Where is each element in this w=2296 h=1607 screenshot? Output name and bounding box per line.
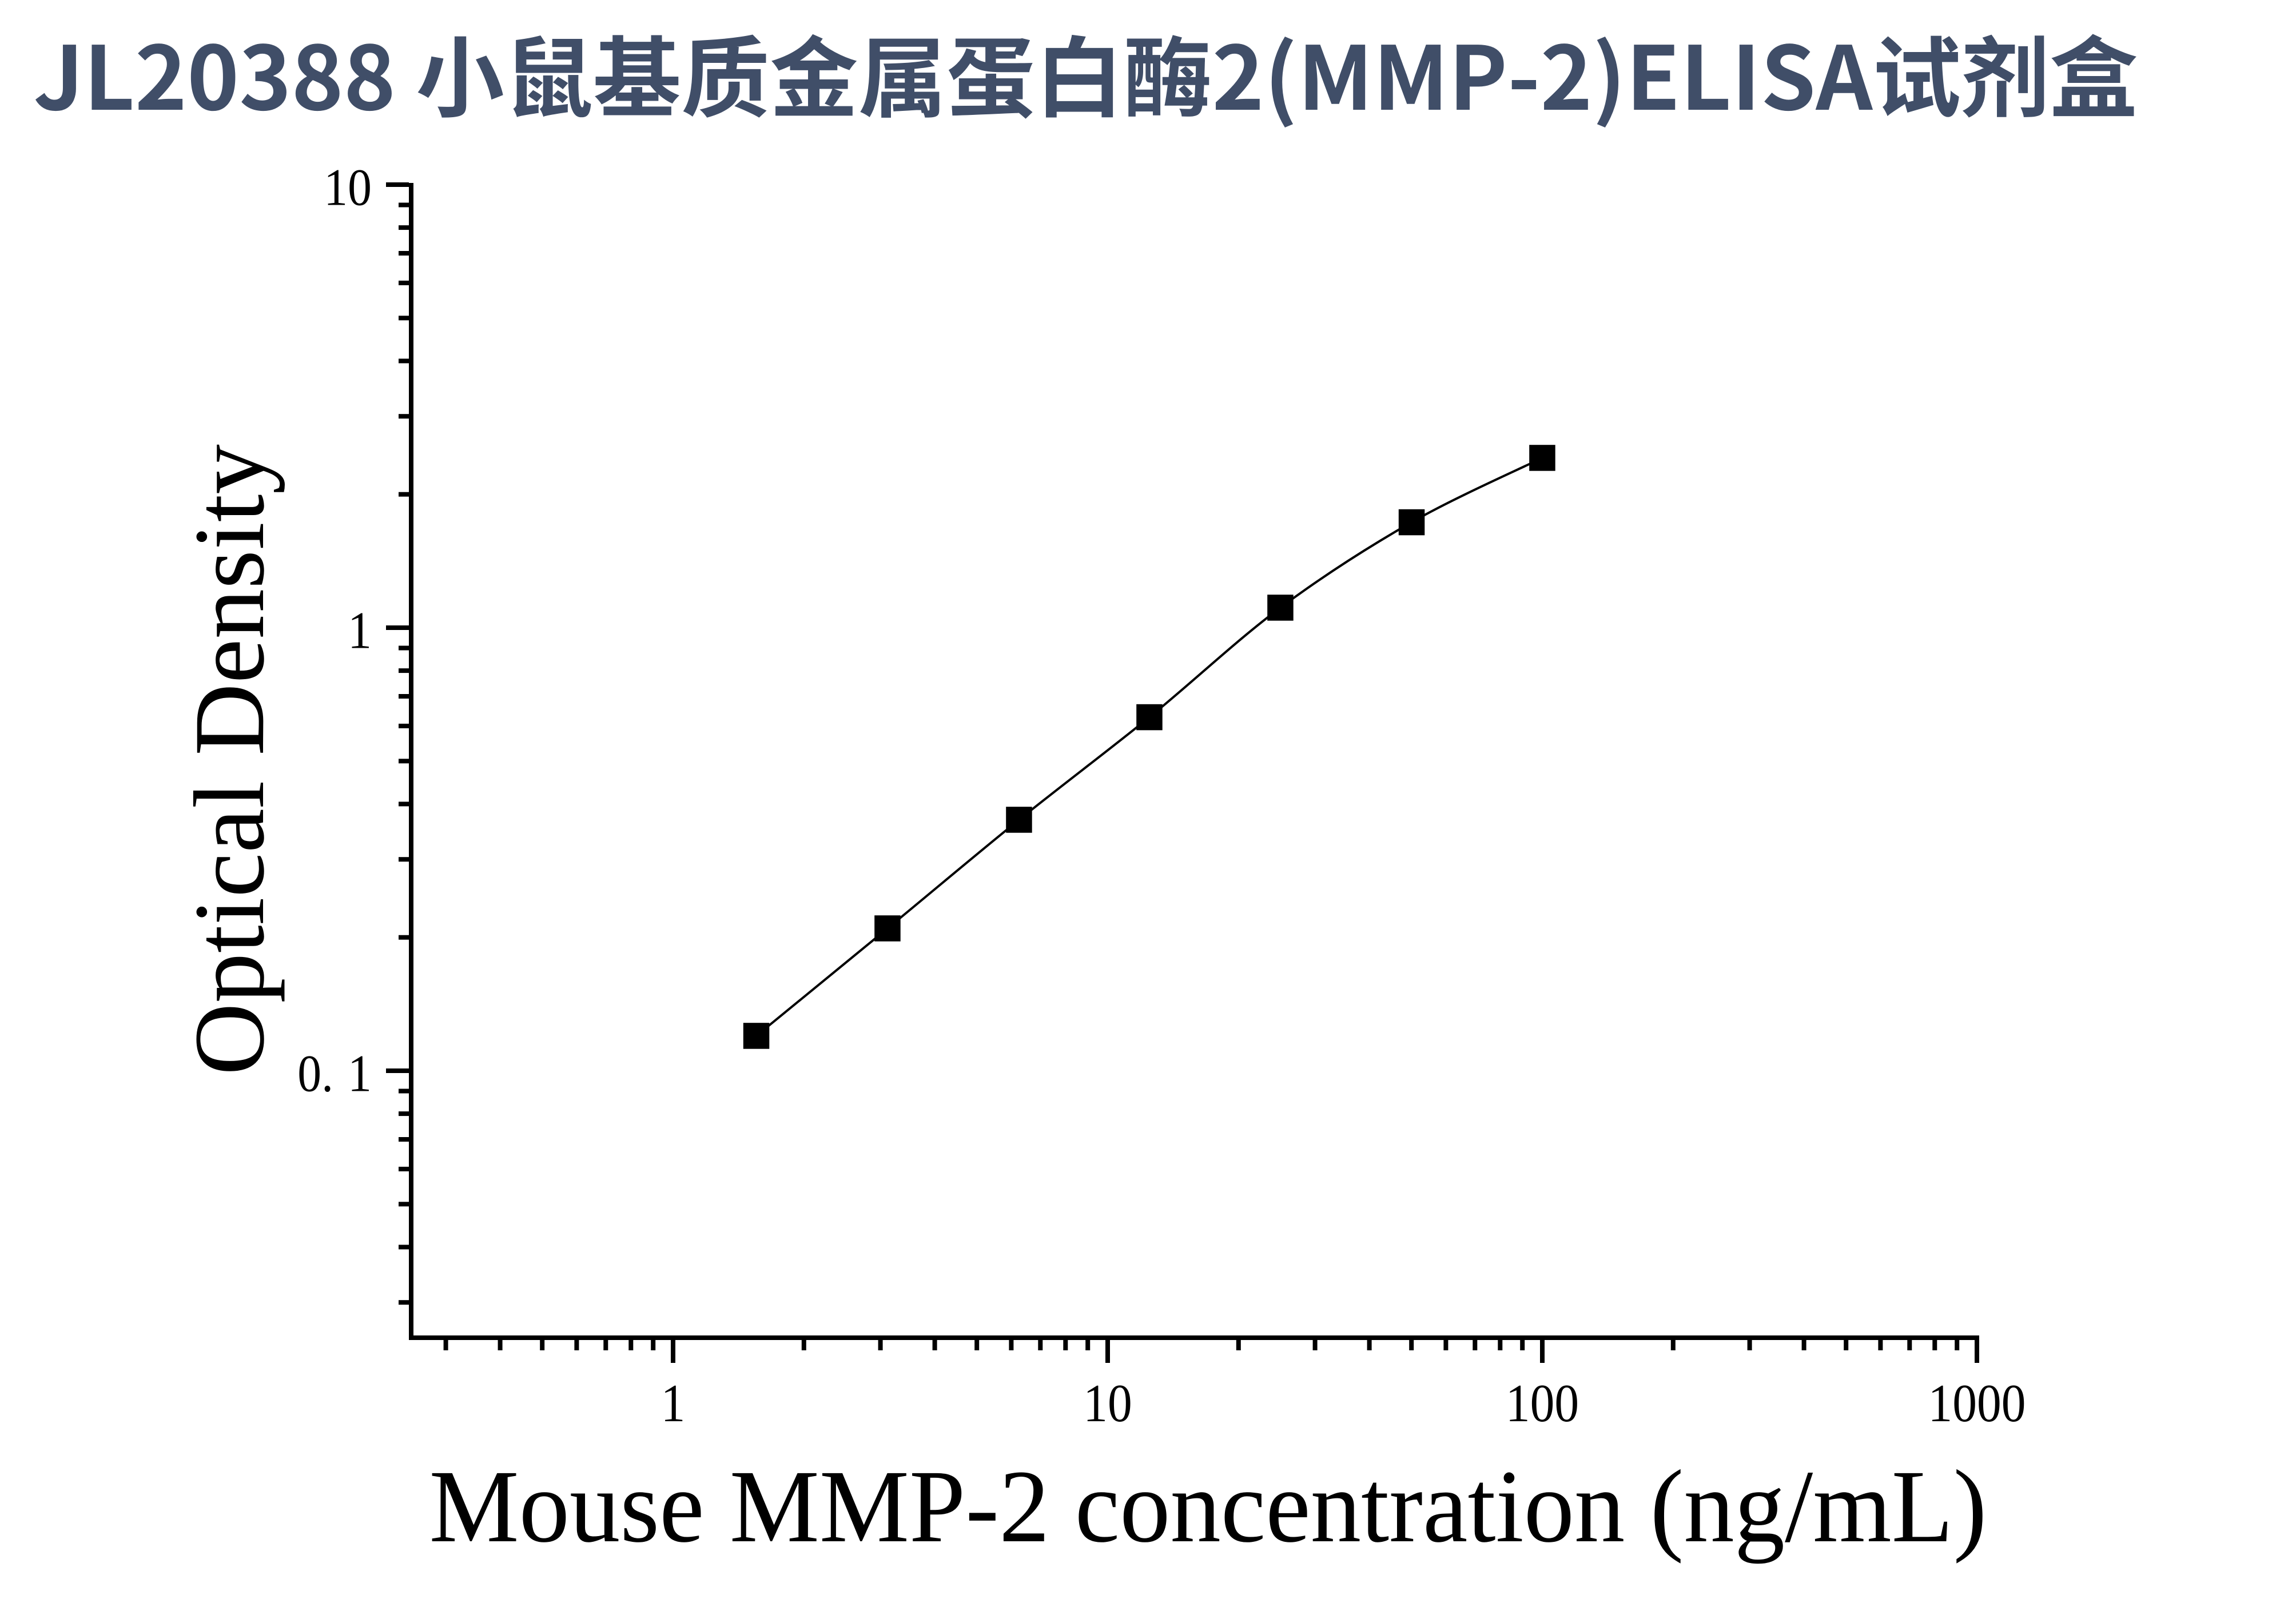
svg-text:Optical Density: Optical Density (174, 444, 285, 1075)
svg-text:Mouse MMP-2 concentration (ng/: Mouse MMP-2 concentration (ng/mL) (429, 1449, 1987, 1564)
svg-text:1: 1 (348, 602, 372, 660)
svg-text:10: 10 (324, 159, 372, 217)
svg-text:0.: 0. (297, 1045, 333, 1103)
svg-text:1: 1 (348, 1045, 372, 1103)
svg-text:100: 100 (1506, 1374, 1579, 1433)
svg-text:1: 1 (661, 1374, 686, 1433)
svg-text:10: 10 (1083, 1374, 1132, 1433)
svg-text:1000: 1000 (1928, 1374, 2026, 1433)
